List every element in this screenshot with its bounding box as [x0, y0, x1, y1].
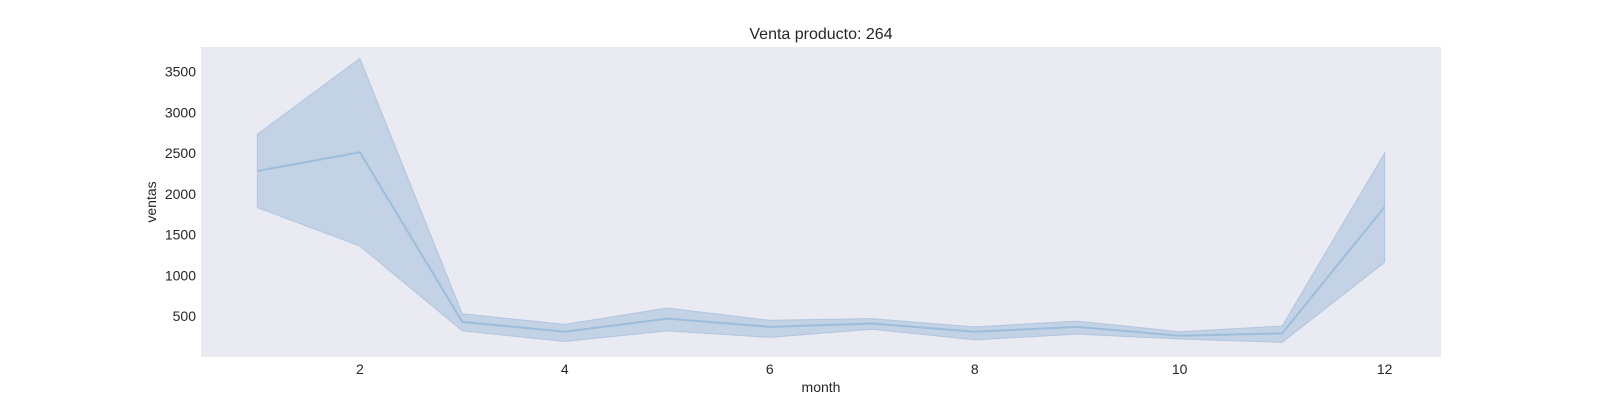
y-tick-label: 1000	[165, 267, 196, 283]
x-tick-label: 10	[1172, 361, 1188, 377]
x-tick-label: 8	[971, 361, 979, 377]
x-tick-label: 4	[561, 361, 569, 377]
y-tick-label: 3000	[165, 104, 196, 120]
chart-title: Venta producto: 264	[749, 26, 892, 43]
y-tick-label: 500	[173, 308, 197, 324]
x-axis-label: month	[802, 379, 841, 395]
y-tick-label: 2000	[165, 186, 196, 202]
x-tick-label: 6	[766, 361, 774, 377]
x-tick-label: 12	[1377, 361, 1393, 377]
confidence-band-layer	[256, 57, 1386, 343]
y-axis-ticks: 500 1000 1500 2000 2500 3000 3500	[165, 63, 196, 324]
line-layer	[257, 151, 1386, 337]
y-tick-label: 1500	[165, 227, 196, 243]
confidence-band	[256, 57, 1386, 343]
x-tick-label: 2	[356, 361, 364, 377]
series-line	[257, 151, 1386, 337]
y-axis-label: ventas	[143, 181, 159, 222]
x-axis-ticks: 2 4 6 8 10 12	[356, 361, 1393, 377]
y-tick-label: 3500	[165, 63, 196, 79]
y-tick-label: 2500	[165, 145, 196, 161]
